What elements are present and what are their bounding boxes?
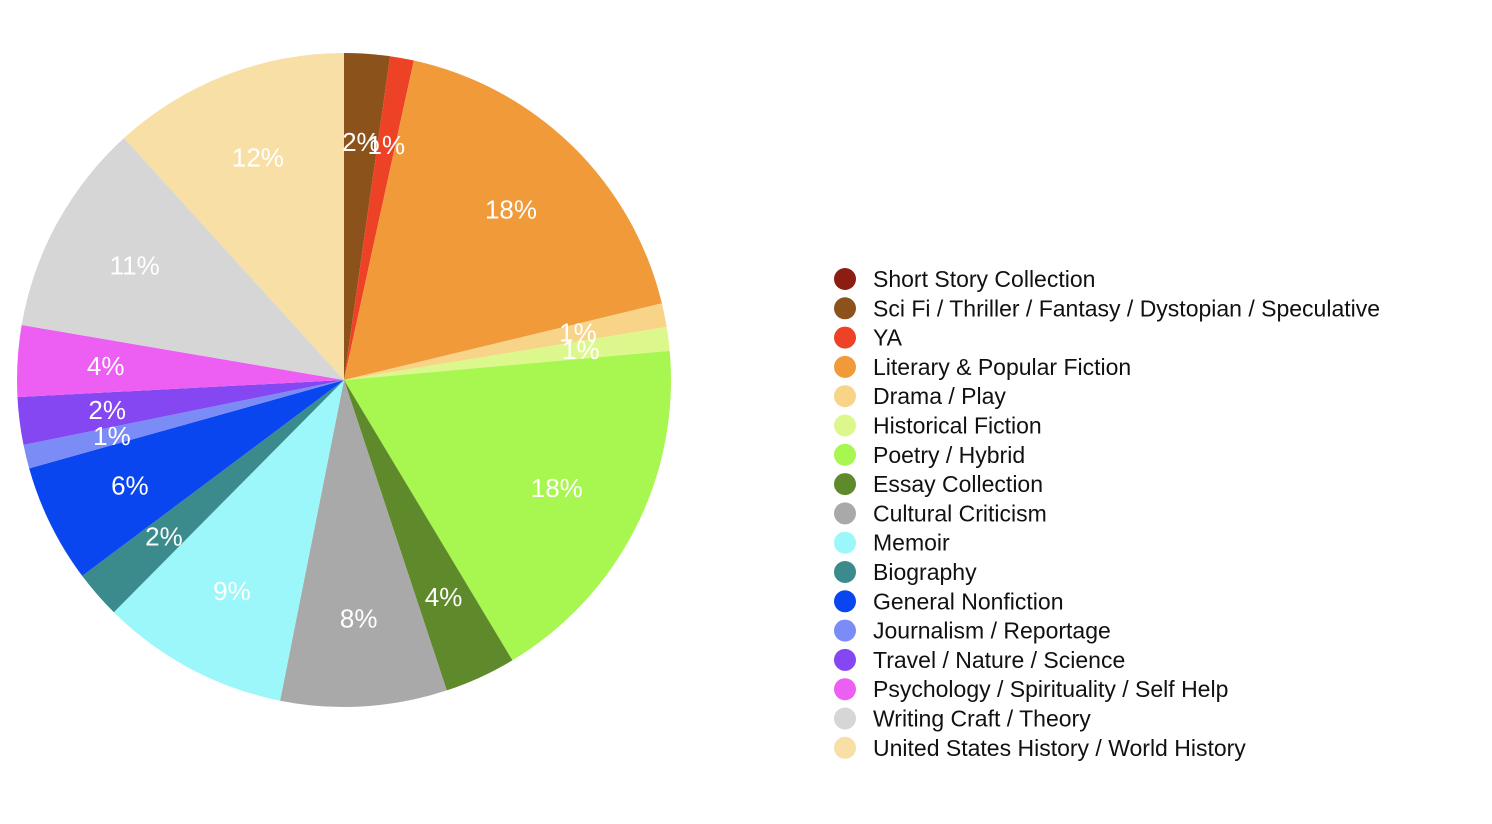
legend-label-travel-nature-science: Travel / Nature / Science xyxy=(873,647,1125,673)
legend-label-biography: Biography xyxy=(873,559,977,585)
slice-label-cultural-criticism: 8% xyxy=(340,603,378,633)
slice-label-general-nonfiction: 6% xyxy=(111,471,149,501)
legend-label-essay-collection: Essay Collection xyxy=(873,471,1043,497)
legend-swatch-writing-craft-theory xyxy=(834,707,856,730)
slice-label-ya: 1% xyxy=(368,130,406,160)
legend-swatch-journalism-reportage xyxy=(834,619,856,642)
legend-label-poetry-hybrid: Poetry / Hybrid xyxy=(873,442,1025,468)
legend-swatch-historical-fiction xyxy=(834,414,856,437)
slice-label-drama-play: 1% xyxy=(559,318,597,348)
legend-swatch-general-nonfiction xyxy=(834,590,856,613)
legend-label-ya: YA xyxy=(873,325,903,351)
slice-label-sci-fi-thriller-fantasy-dystopian-speculative: 2% xyxy=(342,127,380,157)
pie-slices xyxy=(16,53,671,707)
slice-cultural-criticism xyxy=(280,380,447,707)
legend-swatch-united-states-history-world-history xyxy=(834,736,856,759)
slice-label-writing-craft-theory: 11% xyxy=(110,250,160,280)
slice-label-essay-collection: 4% xyxy=(425,582,463,612)
legend-swatch-biography xyxy=(834,561,856,583)
slice-label-biography: 2% xyxy=(145,522,183,552)
legend-label-historical-fiction: Historical Fiction xyxy=(873,413,1042,439)
legend-swatch-psychology-spirituality-self-help xyxy=(834,678,856,701)
legend-swatch-essay-collection xyxy=(834,473,856,496)
legend-label-united-states-history-world-history: United States History / World History xyxy=(873,735,1246,761)
legend-swatch-short-story-collection xyxy=(834,268,856,290)
slice-united-states-history-world-history xyxy=(124,53,344,380)
slice-literary-popular-fiction xyxy=(344,60,662,381)
legend-label-writing-craft-theory: Writing Craft / Theory xyxy=(873,706,1091,732)
legend-label-journalism-reportage: Journalism / Reportage xyxy=(873,618,1111,644)
slice-label-journalism-reportage: 1% xyxy=(93,421,131,451)
legend-label-short-story-collection: Short Story Collection xyxy=(873,266,1095,292)
legend-label-literary-popular-fiction: Literary & Popular Fiction xyxy=(873,354,1131,380)
legend-label-general-nonfiction: General Nonfiction xyxy=(873,588,1064,614)
slice-psychology-spirituality-self-help xyxy=(16,324,344,398)
slice-poetry-hybrid xyxy=(344,350,671,661)
legend-swatch-literary-popular-fiction xyxy=(834,355,856,378)
slice-label-travel-nature-science: 2% xyxy=(88,395,126,425)
legend-label-sci-fi-thriller-fantasy-dystopian-speculative: Sci Fi / Thriller / Fantasy / Dystopian … xyxy=(873,295,1380,321)
legend-swatch-ya xyxy=(834,326,856,349)
slice-label-poetry-hybrid: 18% xyxy=(531,473,583,503)
slice-ya xyxy=(344,56,414,381)
slice-general-nonfiction xyxy=(29,380,345,576)
legend-label-drama-play: Drama / Play xyxy=(873,383,1006,409)
legend-swatch-memoir xyxy=(834,531,856,554)
legend-label-psychology-spirituality-self-help: Psychology / Spirituality / Self Help xyxy=(873,676,1228,702)
slice-sci-fi-thriller-fantasy-dystopian-speculative xyxy=(344,53,391,380)
slice-essay-collection xyxy=(344,380,513,691)
slice-label-memoir: 9% xyxy=(213,576,251,606)
legend-swatch-poetry-hybrid xyxy=(834,443,856,466)
legend: Short Story Collection Sci Fi / Thriller … xyxy=(834,266,1380,761)
legend-swatch-travel-nature-science xyxy=(834,648,856,671)
slice-label-historical-fiction: 1% xyxy=(562,335,600,365)
slice-label-united-states-history-world-history: 12% xyxy=(232,142,284,172)
slice-historical-fiction xyxy=(344,326,670,380)
legend-label-cultural-criticism: Cultural Criticism xyxy=(873,500,1047,526)
pie-slice-labels: 2%1%18%1%1%18%4%8%9%2%6%1%2%4%11%12% xyxy=(87,127,600,633)
slice-writing-craft-theory xyxy=(21,138,345,380)
slice-label-psychology-spirituality-self-help: 4% xyxy=(87,351,125,381)
slice-memoir xyxy=(113,380,344,701)
legend-label-memoir: Memoir xyxy=(873,530,950,556)
slice-travel-nature-science xyxy=(17,380,345,445)
slice-drama-play xyxy=(344,303,667,380)
legend-swatch-cultural-criticism xyxy=(834,502,856,525)
slice-label-literary-popular-fiction: 18% xyxy=(485,194,537,224)
slice-journalism-reportage xyxy=(23,380,345,469)
slice-biography xyxy=(82,380,345,613)
legend-swatch-drama-play xyxy=(834,385,856,408)
legend-swatch-sci-fi-thriller-fantasy-dystopian-speculative xyxy=(834,297,856,320)
